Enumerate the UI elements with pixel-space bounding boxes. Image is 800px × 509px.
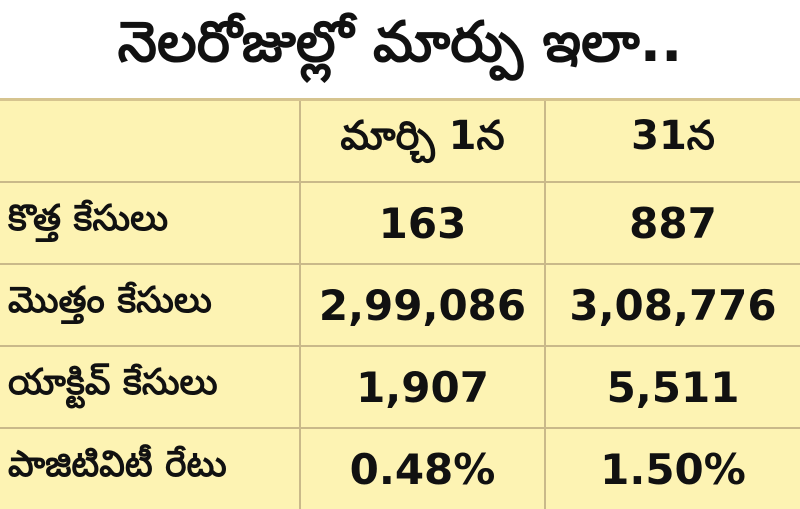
value-total-cases-march-31: 3,08,776 — [544, 263, 800, 347]
row-label-positivity-rate: పాజిటివిటీ రేటు — [0, 427, 301, 509]
comparison-table: మార్చి 1న 31న కొత్త కేసులు 163 887 మొత్త… — [0, 98, 800, 509]
value-positivity-rate-march-31: 1.50% — [544, 427, 800, 509]
value-positivity-rate-march-1: 0.48% — [299, 427, 546, 509]
infographic-title: నెలరోజుల్లో మార్పు ఇలా.. — [0, 0, 800, 98]
table-row-active-cases: యాక్టివ్ కేసులు 1,907 5,511 — [0, 345, 800, 429]
header-cell-empty — [0, 98, 301, 183]
header-cell-march-1: మార్చి 1న — [299, 98, 546, 183]
header-cell-march-31: 31న — [544, 98, 800, 183]
table-header-row: మార్చి 1న 31న — [0, 98, 800, 183]
value-total-cases-march-1: 2,99,086 — [299, 263, 546, 347]
value-active-cases-march-1: 1,907 — [299, 345, 546, 429]
table-row-positivity-rate: పాజిటివిటీ రేటు 0.48% 1.50% — [0, 427, 800, 509]
value-active-cases-march-31: 5,511 — [544, 345, 800, 429]
row-label-active-cases: యాక్టివ్ కేసులు — [0, 345, 301, 429]
row-label-new-cases: కొత్త కేసులు — [0, 181, 301, 265]
table-row-new-cases: కొత్త కేసులు 163 887 — [0, 181, 800, 265]
table-row-total-cases: మొత్తం కేసులు 2,99,086 3,08,776 — [0, 263, 800, 347]
row-label-total-cases: మొత్తం కేసులు — [0, 263, 301, 347]
value-new-cases-march-31: 887 — [544, 181, 800, 265]
value-new-cases-march-1: 163 — [299, 181, 546, 265]
